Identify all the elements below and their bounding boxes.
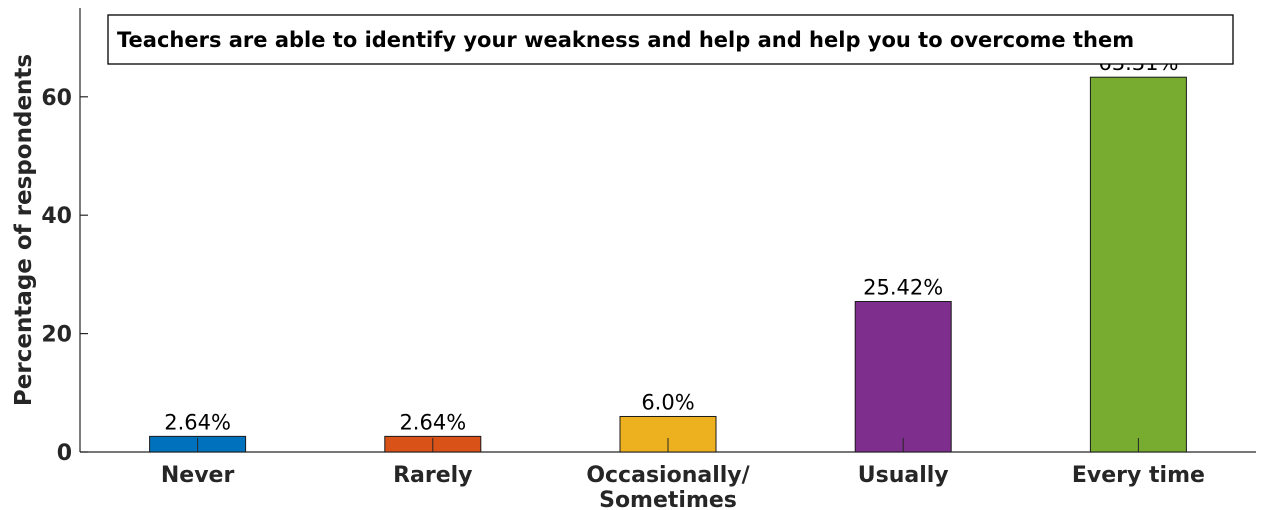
bar: [854, 301, 952, 453]
y-tick-label: 20: [41, 323, 72, 348]
data-label: 2.64%: [164, 410, 231, 434]
x-tick-label-line: Usually: [858, 463, 949, 488]
data-label: 2.64%: [399, 410, 466, 434]
y-axis-title: Percentage of respondents: [11, 54, 37, 406]
x-tick-label-line: Never: [161, 463, 235, 488]
y-tick-label: 0: [57, 441, 72, 466]
x-tick-label-line: Every time: [1072, 463, 1205, 488]
x-tick-label: Occasionally/Sometimes: [586, 463, 750, 510]
x-tick-label: Never: [161, 463, 235, 488]
chart-title: Teachers are able to identify your weakn…: [117, 28, 1134, 52]
x-tick-label: Rarely: [393, 463, 472, 488]
x-tick-label: Usually: [858, 463, 949, 488]
x-tick-label: Every time: [1072, 463, 1205, 488]
title-box: [107, 14, 1234, 65]
bar: [1089, 76, 1187, 453]
x-tick-label-line: Occasionally/: [586, 463, 750, 488]
data-label: 6.0%: [641, 390, 694, 414]
x-tick-label-line: Rarely: [393, 463, 472, 488]
y-tick-label: 40: [41, 204, 72, 229]
x-tick-label-line: Sometimes: [599, 488, 737, 510]
data-label: 25.42%: [863, 276, 943, 300]
y-tick-label: 60: [41, 86, 72, 111]
